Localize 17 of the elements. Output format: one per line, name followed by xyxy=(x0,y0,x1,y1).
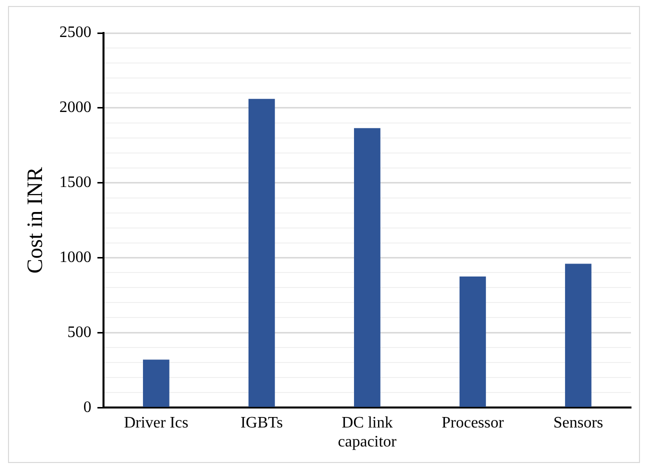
bar xyxy=(565,264,592,407)
y-axis-title: Cost in INR xyxy=(22,166,47,274)
y-tick-label: 500 xyxy=(67,324,92,341)
y-tick-label: 1500 xyxy=(59,174,92,192)
x-tick-label: IGBTs xyxy=(240,414,283,432)
y-tick-label: 2500 xyxy=(59,24,92,42)
bar xyxy=(142,360,170,407)
x-tick-label: Driver Ics xyxy=(124,414,188,432)
bar xyxy=(460,276,486,407)
y-tick-label: 1000 xyxy=(59,248,92,266)
y-tick-label: 2000 xyxy=(59,99,92,116)
x-tick-label: Processor xyxy=(442,414,504,432)
bar xyxy=(248,98,275,407)
bar xyxy=(354,128,380,407)
y-tick-label: 0 xyxy=(83,398,92,416)
x-tick-label: DC link capacitor xyxy=(338,414,398,451)
x-tick-label: Sensors xyxy=(553,414,604,432)
